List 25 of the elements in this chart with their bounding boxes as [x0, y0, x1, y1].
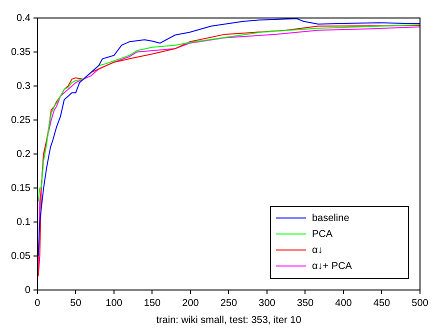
x-tick-label: 50 — [70, 298, 82, 309]
x-axis-title: train: wiki small, test: 353, iter 10 — [156, 314, 302, 326]
y-tick-label: 0.15 — [10, 182, 31, 194]
y-tick-label: 0.25 — [10, 114, 31, 126]
legend-label: α↓ — [312, 244, 323, 256]
x-tick-label: 500 — [412, 298, 429, 309]
x-tick-label: 100 — [106, 298, 123, 309]
x-tick-label: 0 — [34, 298, 41, 309]
y-tick-label: 0.35 — [10, 46, 31, 58]
y-tick-label: 0.2 — [16, 148, 31, 160]
y-tick-label: 0.05 — [10, 250, 31, 262]
x-tick-label: 300 — [258, 298, 276, 309]
y-tick-label: 0.3 — [16, 80, 31, 92]
legend-label: baseline — [312, 212, 350, 224]
y-tick-label: 0 — [24, 284, 31, 296]
x-tick-label: 150 — [144, 298, 162, 309]
legend-label: α↓+ PCA — [312, 260, 352, 272]
x-tick-label: 400 — [335, 298, 352, 309]
x-tick-label: 450 — [373, 298, 391, 309]
x-tick-label: 250 — [220, 298, 238, 309]
y-tick-label: 0.1 — [16, 216, 31, 228]
x-tick-label: 200 — [182, 298, 200, 309]
x-tick-label: 350 — [296, 298, 314, 309]
legend-label: PCA — [312, 228, 333, 240]
y-tick-label: 0.4 — [16, 12, 31, 24]
